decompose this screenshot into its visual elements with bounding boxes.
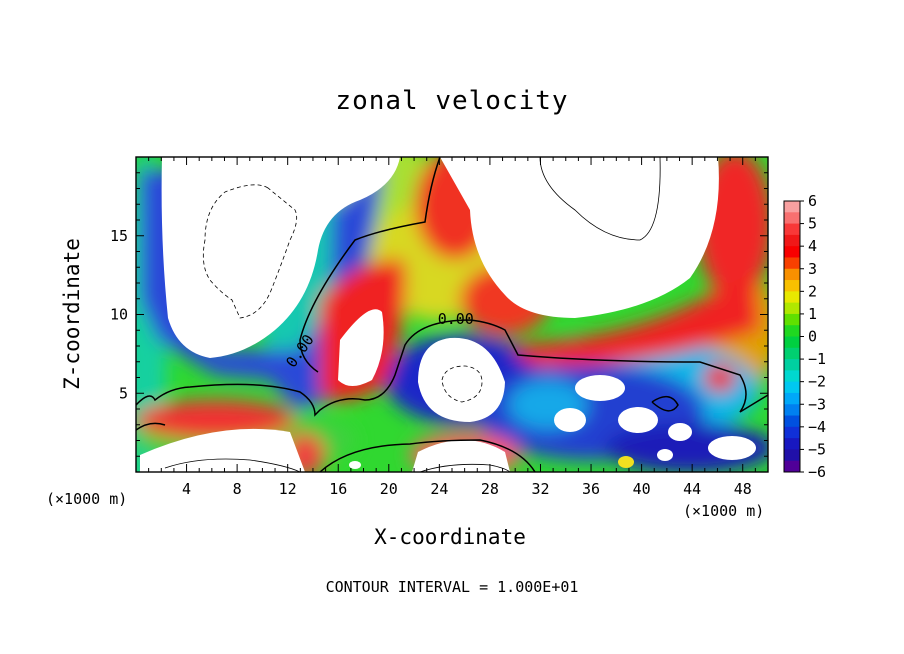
- colorbar-tick-label: 0: [808, 328, 817, 346]
- velocity-field: [136, 157, 768, 472]
- colorbar-swatch: [784, 268, 800, 281]
- colorbar-swatch: [784, 257, 800, 270]
- colorbar-swatch: [784, 415, 800, 428]
- colorbar-tick-label: 6: [808, 192, 817, 210]
- colorbar-swatch: [784, 313, 800, 326]
- colorbar-tick-label: −6: [808, 463, 826, 481]
- colorbar-swatch: [784, 336, 800, 349]
- colorbar-tick-label: −3: [808, 395, 826, 413]
- x-axis-label: X-coordinate: [374, 525, 526, 549]
- x-tick-label: 24: [430, 480, 448, 498]
- x-tick-label: 16: [329, 480, 347, 498]
- colorbar-swatch: [784, 460, 800, 473]
- colorbar-swatch: [784, 212, 800, 225]
- colorbar-swatch: [784, 223, 800, 236]
- colorbar-swatch: [784, 438, 800, 450]
- x-tick-label: 48: [734, 480, 752, 498]
- colorbar-tick-label: 5: [808, 215, 817, 233]
- colorbar-tick-label: −1: [808, 350, 826, 368]
- colorbar-swatch: [784, 234, 800, 247]
- colorbar-swatch: [784, 392, 800, 405]
- contour-interval-note: CONTOUR INTERVAL = 1.000E+01: [325, 578, 579, 596]
- colorbar-tick-label: −5: [808, 440, 826, 458]
- x-unit-right: (×1000 m): [683, 502, 765, 520]
- colorbar-swatch: [784, 347, 800, 360]
- colorbar-swatch: [784, 325, 800, 337]
- x-tick-label: 8: [233, 480, 242, 498]
- colorbar-swatch: [784, 426, 800, 439]
- x-tick-label: 28: [481, 480, 499, 498]
- x-tick-label: 12: [279, 480, 297, 498]
- x-tick-label: 36: [582, 480, 600, 498]
- colorbar-tick-label: 1: [808, 305, 817, 323]
- y-axis-label: Z-coordinate: [60, 238, 84, 390]
- colorbar-tick-label: −2: [808, 373, 826, 391]
- colorbar-tick-label: −4: [808, 418, 826, 436]
- colorbar-swatch: [784, 449, 800, 462]
- x-tick-label: 20: [380, 480, 398, 498]
- y-tick-label: 5: [119, 384, 128, 402]
- colorbar-swatch: [784, 291, 800, 304]
- x-unit-left: (×1000 m): [46, 490, 128, 508]
- colorbar-tick-label: 3: [808, 260, 817, 278]
- chart-title: zonal velocity: [335, 86, 569, 116]
- y-tick-label: 10: [110, 306, 128, 324]
- x-tick-label: 32: [531, 480, 549, 498]
- colorbar-tick-label: 2: [808, 282, 817, 300]
- contour-label: 0.00: [438, 310, 474, 328]
- x-tick-label: 40: [633, 480, 651, 498]
- x-tick-label: 44: [683, 480, 701, 498]
- colorbar-swatch: [784, 246, 800, 258]
- axis-ticks: [136, 157, 768, 472]
- x-tick-label: 4: [182, 480, 191, 498]
- colorbar-swatch: [784, 404, 800, 417]
- colorbar-swatch: [784, 280, 800, 292]
- y-tick-label: 15: [110, 227, 128, 245]
- colorbar-swatch: [784, 370, 800, 383]
- colorbar: [783, 200, 804, 473]
- colorbar-labels: 6 5 4 3 2 1 0 −1 −2 −3 −4 −5 −6: [808, 192, 826, 481]
- colorbar-swatch: [784, 381, 800, 394]
- colorbar-swatch: [784, 302, 800, 315]
- colorbar-swatch: [784, 359, 800, 371]
- colorbar-tick-label: 4: [808, 237, 817, 255]
- colorbar-swatch: [784, 201, 800, 213]
